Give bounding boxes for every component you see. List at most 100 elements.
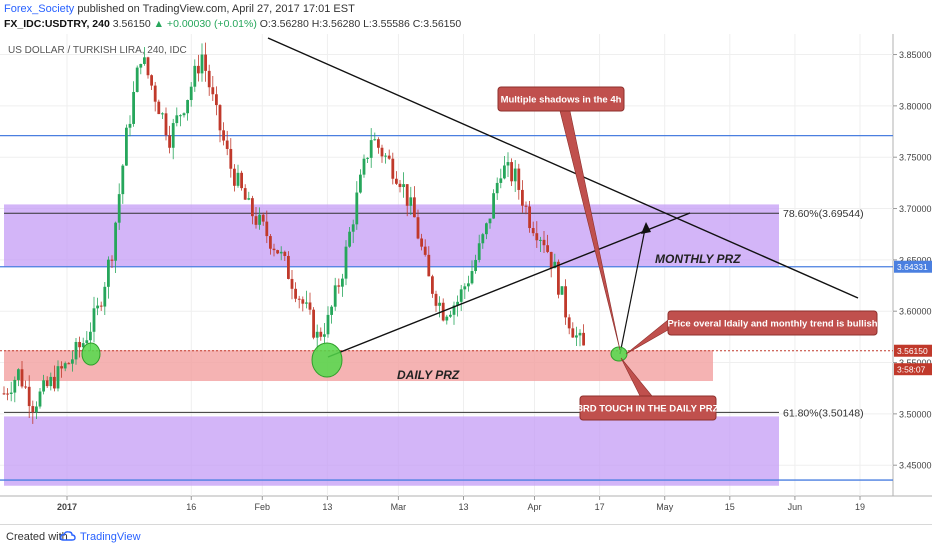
candle-body	[215, 94, 218, 106]
x-tick-label: Apr	[528, 502, 542, 512]
x-tick-label: Jun	[788, 502, 803, 512]
candle-body	[117, 194, 121, 223]
candle-body	[297, 298, 301, 300]
candle-body	[60, 366, 63, 369]
price-tag-label: 3.64331	[897, 262, 928, 272]
candle-body	[290, 278, 294, 289]
y-tick-label: 3.75000	[899, 153, 932, 163]
candle-body	[456, 301, 459, 306]
candle-body	[240, 172, 243, 189]
candle-body	[35, 406, 38, 413]
candle-body	[420, 238, 423, 247]
candle-body	[204, 54, 207, 71]
x-tick-label: 13	[322, 502, 332, 512]
candle-body	[398, 183, 402, 188]
candle-body	[521, 189, 524, 206]
candle-body	[233, 168, 236, 186]
candle-body	[110, 259, 114, 261]
candle-body	[287, 255, 290, 279]
candle-body	[225, 140, 229, 149]
fib-level-label: 78.60%(3.69544)	[783, 208, 864, 220]
candle-body	[377, 139, 380, 148]
candle-body	[143, 57, 146, 64]
candle-body	[254, 216, 258, 225]
x-tick-label: 15	[725, 502, 735, 512]
zone-monthly-prz	[4, 204, 779, 268]
candle-body	[85, 340, 89, 344]
candle-body	[283, 251, 287, 256]
candle-body	[218, 105, 222, 131]
candle-body	[578, 332, 582, 336]
candle-body	[135, 67, 139, 92]
candle-body	[413, 197, 416, 218]
candle-body	[427, 254, 431, 277]
x-tick-label: 19	[855, 502, 865, 512]
candle-body	[485, 223, 488, 235]
candle-body	[362, 158, 366, 175]
candle-body	[319, 331, 323, 337]
candle-body	[279, 251, 283, 254]
chart-area[interactable]: Multiple shadows in the 4h Price overal l…	[0, 34, 932, 524]
x-tick-label: 13	[458, 502, 468, 512]
candle-body	[557, 261, 560, 295]
author-link[interactable]: Forex_Society	[4, 3, 75, 15]
candle-body	[222, 130, 225, 141]
candle-body	[103, 286, 107, 307]
candle-body	[153, 85, 157, 102]
candle-body	[495, 182, 499, 194]
candle-body	[333, 285, 337, 307]
candle-body	[459, 289, 463, 302]
candle-body	[524, 205, 528, 207]
candle-body	[49, 376, 53, 387]
chart-header: Forex_Society published on TradingView.c…	[0, 0, 932, 34]
candle-body	[78, 341, 81, 348]
candle-body	[24, 386, 27, 388]
candle-body	[477, 243, 481, 260]
candle-body	[31, 406, 35, 413]
candle-body	[452, 305, 456, 315]
candle-body	[582, 332, 585, 346]
candle-body	[186, 100, 189, 114]
candle-body	[542, 239, 546, 246]
candle-body	[384, 155, 387, 157]
candle-body	[258, 214, 261, 225]
candle-body	[13, 379, 17, 393]
candle-body	[553, 261, 557, 269]
candle-body	[359, 174, 362, 193]
candle-body	[107, 259, 110, 287]
y-tick-label: 3.45000	[899, 461, 932, 471]
candle-body	[121, 165, 125, 195]
monthly-prz-label: MONTHLY PRZ	[655, 252, 741, 266]
x-tick-label: Mar	[391, 502, 407, 512]
price-chart[interactable]: Multiple shadows in the 4h Price overal l…	[0, 34, 932, 524]
zone-daily-prz	[4, 350, 713, 382]
candle-body	[6, 393, 9, 395]
callout-third-touch-box	[579, 395, 717, 421]
candle-body	[463, 286, 467, 290]
candle-body	[366, 157, 369, 159]
candle-body	[308, 302, 312, 310]
candle-body	[168, 135, 171, 148]
candle-body	[564, 286, 567, 318]
candle-body	[42, 380, 45, 392]
candle-body	[315, 331, 319, 338]
candle-body	[63, 363, 67, 369]
touch-marker	[610, 346, 628, 362]
candle-body	[312, 309, 315, 338]
candle-body	[567, 317, 571, 329]
candle-body	[405, 184, 409, 206]
candle-body	[351, 224, 355, 232]
candle-body	[161, 113, 164, 115]
price-change: ▲ +0.00030 (+0.01%)	[153, 18, 257, 30]
candle-body	[387, 155, 391, 159]
candle-body	[549, 251, 553, 269]
y-tick-label: 3.55000	[899, 358, 932, 368]
candle-body	[189, 86, 193, 101]
candle-body	[539, 239, 542, 241]
tradingview-brand-link[interactable]: TradingView	[80, 531, 141, 543]
candle-body	[261, 214, 265, 222]
candle-body	[301, 299, 305, 304]
candle-body	[330, 306, 333, 315]
tradingview-cloud-icon	[60, 531, 76, 541]
x-tick-label: 2017	[57, 502, 77, 512]
